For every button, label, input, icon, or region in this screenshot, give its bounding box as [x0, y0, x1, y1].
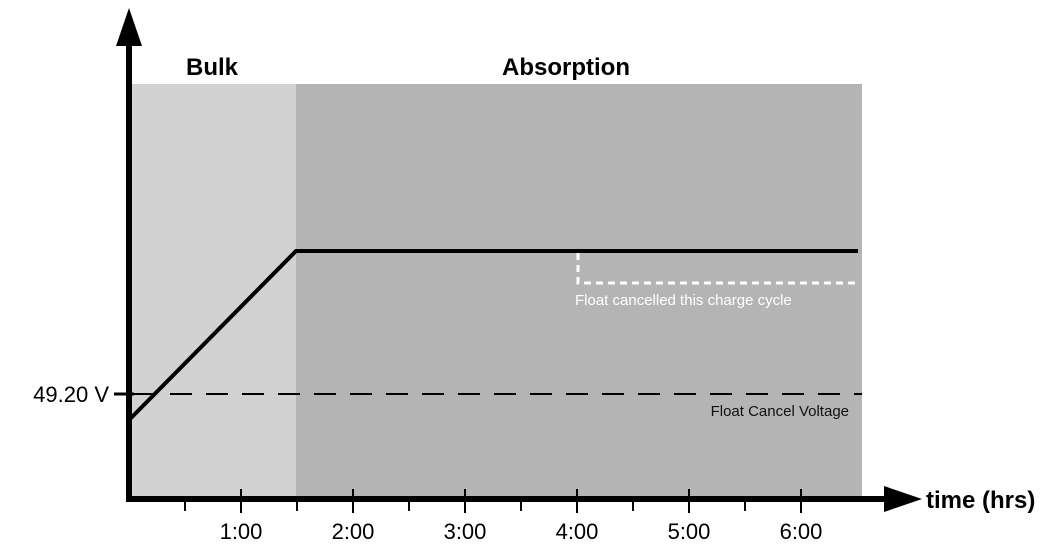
float-cancelled-line	[576, 253, 860, 285]
x-tick-label: 4:00	[556, 519, 599, 544]
x-tick-label: 5:00	[668, 519, 711, 544]
x-axis-ticks: 1:00 2:00 3:00 4:00 5:00 6:00	[184, 489, 823, 544]
x-axis-title: time (hrs)	[926, 487, 1035, 514]
x-tick-label: 1:00	[220, 519, 263, 544]
absorption-region	[296, 84, 862, 499]
bulk-label: Bulk	[186, 54, 239, 81]
x-tick-label: 3:00	[444, 519, 487, 544]
x-tick-label: 6:00	[780, 519, 823, 544]
absorption-label: Absorption	[502, 54, 630, 81]
x-tick-label: 2:00	[332, 519, 375, 544]
arrow-right-icon	[884, 486, 922, 512]
float-cancel-voltage-annotation: Float Cancel Voltage	[711, 403, 849, 420]
charge-voltage-line	[127, 249, 858, 422]
arrow-up-icon	[116, 8, 142, 46]
float-cancelled-annotation: Float cancelled this charge cycle	[575, 292, 792, 309]
y-threshold-label: 49.20 V	[33, 382, 109, 407]
bulk-region	[129, 84, 296, 499]
